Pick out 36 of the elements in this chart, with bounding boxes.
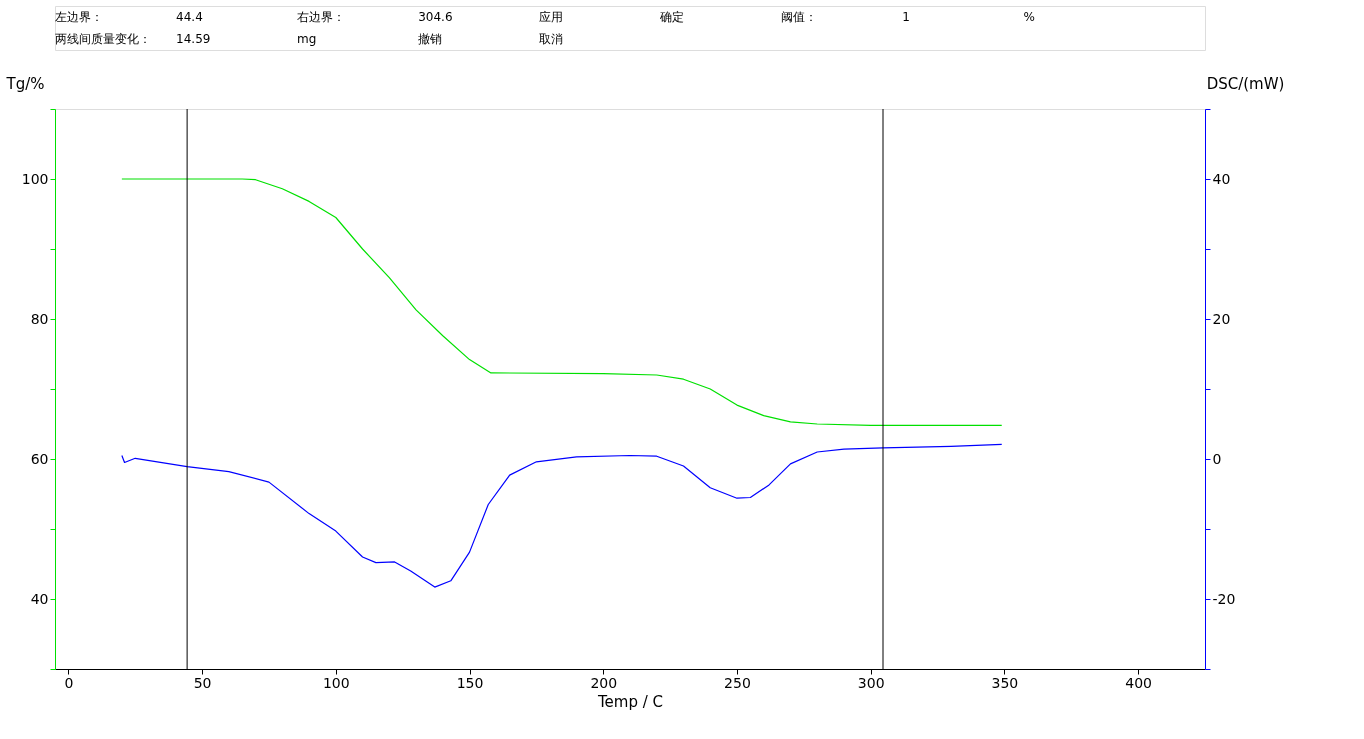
line-series [121,178,1003,426]
text: mg [297,32,317,46]
x-tick-label: 0 [64,674,74,691]
y-tick-label: 100 [21,170,49,187]
text: 取消 [539,32,564,46]
text: 左边界： [55,10,103,24]
x-tick-label: 300 [857,674,885,691]
text: 确定 [659,10,685,24]
x-tick-label: 250 [724,674,751,691]
y2-tick-label: 40 [1212,170,1231,187]
text: 阈值： [781,10,818,24]
text: 右边界： [297,10,346,24]
x-tick-label: 50 [193,674,212,691]
x-tick-label: 100 [322,674,350,691]
text: 撤销 [418,32,443,46]
text: 1 [902,10,911,24]
text: 304.6 [418,10,453,24]
line-series [121,443,1003,588]
x-tick-label: 400 [1125,674,1153,691]
y-axis-title: Tg/% [5,74,45,93]
y2-tick-label: 0 [1212,450,1222,467]
text: 两线间质量变化： [55,32,151,46]
y2-axis-title: DSC/(mW) [1206,74,1285,93]
y-tick-label: 80 [30,310,49,327]
x-tick-label: 200 [590,674,618,691]
y2-tick-label: 20 [1212,310,1231,327]
text: 44.4 [176,10,203,24]
text: % [1023,10,1035,24]
text: 14.59 [176,32,211,46]
x-tick-label: 150 [456,674,484,691]
x-tick-label: 350 [991,674,1019,691]
text: 应用 [539,10,564,24]
x-axis-title: Temp / C [596,692,664,711]
y-tick-label: 40 [30,590,49,607]
y2-tick-label: -20 [1212,590,1236,607]
y-tick-label: 60 [30,450,49,467]
